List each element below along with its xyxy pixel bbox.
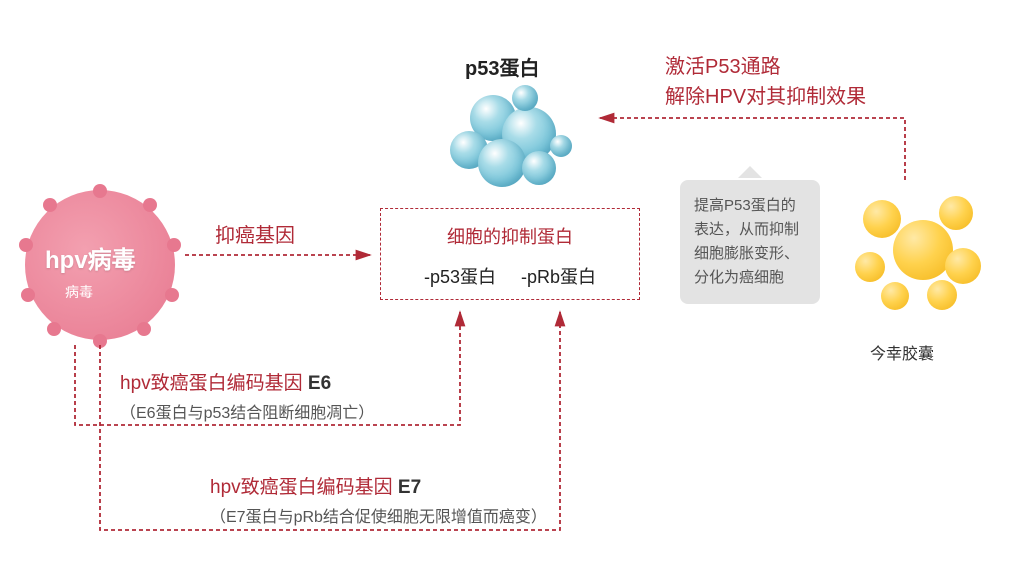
p53-title: p53蛋白: [465, 52, 539, 81]
capsule-label: 今幸胶囊: [870, 340, 934, 364]
e7-note: （E7蛋白与pRb结合促使细胞无限增值而癌变）: [210, 503, 547, 527]
activation-line2: 解除HPV对其抑制效果: [665, 82, 866, 112]
e6-gene-block: hpv致癌蛋白编码基因 E6 （E6蛋白与p53结合阻断细胞凋亡）: [120, 368, 374, 423]
e6-code: E6: [308, 373, 331, 394]
e6-title: hpv致癌蛋白编码基因: [120, 373, 303, 394]
tooltip-text: 提高P53蛋白的表达，从而抑制细胞膨胀变形、分化为癌细胞: [694, 197, 799, 286]
virus-title: hpv病毒: [45, 240, 136, 275]
box-prb: -pRb蛋白: [521, 267, 596, 287]
capsule-cluster: [855, 190, 995, 320]
tumor-suppressor-label: 抑癌基因: [215, 219, 295, 248]
box-title: 细胞的抑制蛋白: [381, 223, 639, 249]
e7-code: E7: [398, 477, 421, 498]
hpv-virus: hpv病毒 病毒: [25, 190, 175, 340]
e6-note: （E6蛋白与p53结合阻断细胞凋亡）: [120, 399, 374, 423]
virus-subtitle: 病毒: [65, 282, 93, 302]
suppressor-protein-box: 细胞的抑制蛋白 -p53蛋白 -pRb蛋白: [380, 208, 640, 300]
activation-line1: 激活P53通路: [665, 52, 866, 82]
activation-text: 激活P53通路 解除HPV对其抑制效果: [665, 52, 866, 112]
e7-title: hpv致癌蛋白编码基因: [210, 477, 393, 498]
e7-gene-block: hpv致癌蛋白编码基因 E7 （E7蛋白与pRb结合促使细胞无限增值而癌变）: [210, 472, 547, 527]
p53-protein-cluster: [440, 85, 580, 205]
box-p53: -p53蛋白: [424, 267, 496, 287]
mechanism-tooltip: 提高P53蛋白的表达，从而抑制细胞膨胀变形、分化为癌细胞: [680, 180, 820, 304]
